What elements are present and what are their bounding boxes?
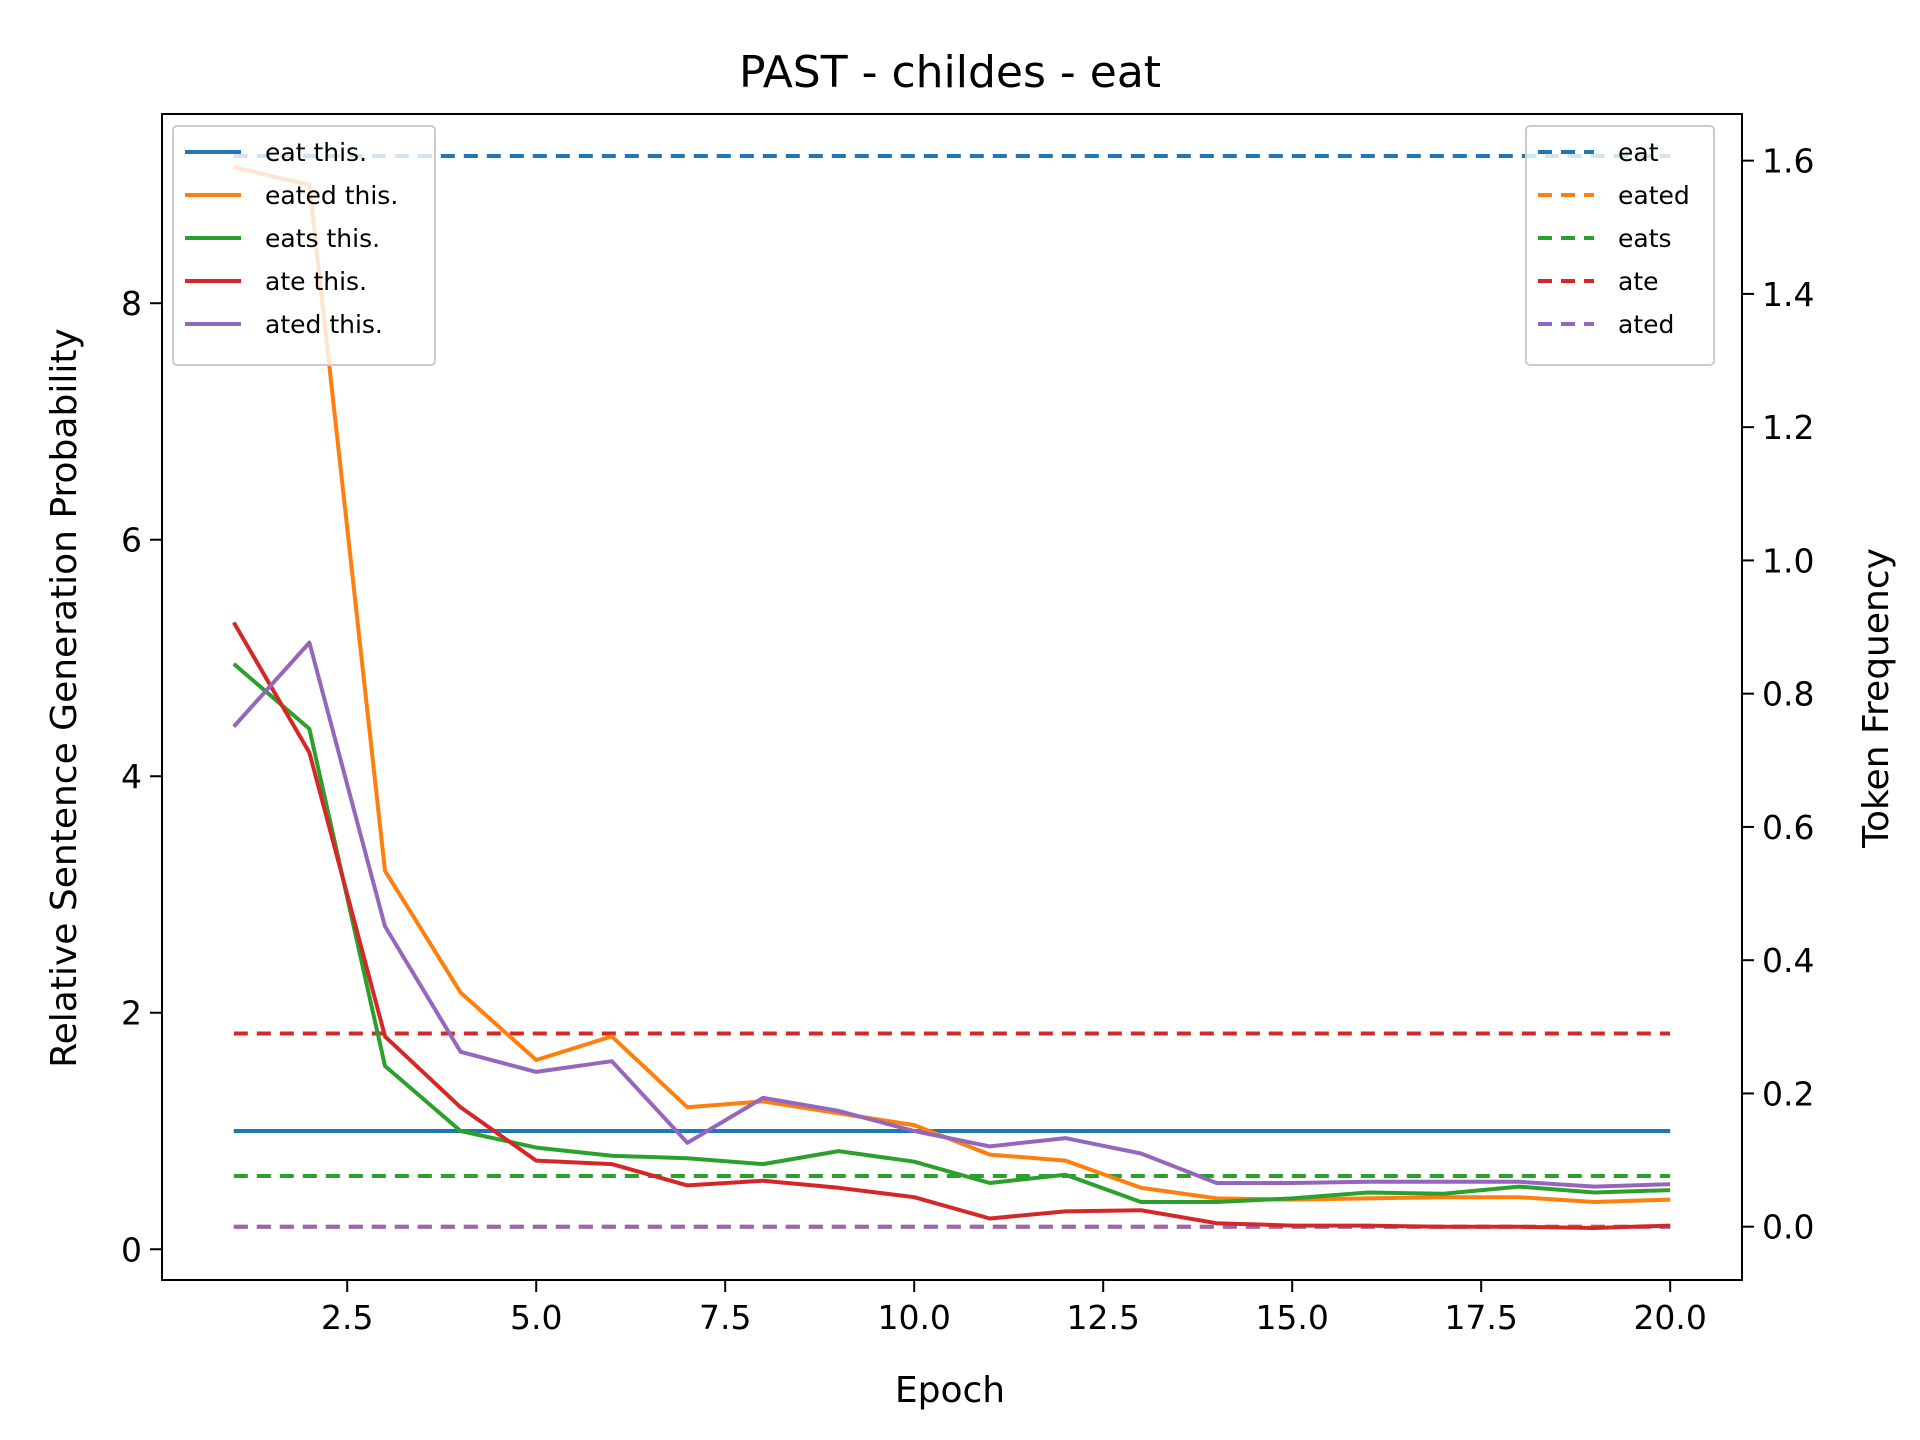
legend-label-eat: eat — [1618, 138, 1659, 167]
y2-tick-label: 1.6 — [1762, 142, 1814, 181]
legend-label-eats-this: eats this. — [265, 224, 380, 253]
x-axis-ticks: 2.5 5.0 7.5 10.0 12.5 15.0 17.5 20.0 — [321, 1280, 1707, 1337]
legend-box — [1525, 125, 1715, 366]
y-tick-label: 4 — [121, 757, 142, 796]
y2-tick-label: 1.4 — [1762, 275, 1814, 314]
y2-tick-label: 1.2 — [1762, 408, 1814, 447]
legend-label-eat-this: eat this. — [265, 138, 367, 167]
y-tick-label: 0 — [121, 1230, 142, 1269]
plot-lines — [232, 153, 1671, 1230]
x-tick-label: 7.5 — [699, 1298, 751, 1337]
x-tick-label: 2.5 — [321, 1298, 373, 1337]
x-tick-label: 12.5 — [1066, 1298, 1139, 1337]
x-tick-label: 15.0 — [1255, 1298, 1328, 1337]
legend-label-eated-this: eated this. — [265, 181, 398, 210]
y2-tick-label: 0.6 — [1762, 808, 1814, 847]
legend-sentences: eat this. eated this. eats this. ate this. a… — [172, 125, 436, 366]
legend-label-ate: ate — [1618, 267, 1659, 296]
y2-tick-label: 0.0 — [1762, 1208, 1814, 1247]
y2-axis-label: Token Frequency — [1856, 548, 1897, 849]
y-axis-label: Relative Sentence Generation Probability — [44, 328, 85, 1067]
x-axis-label: Epoch — [895, 1370, 1005, 1411]
y2-tick-label: 0.2 — [1762, 1074, 1814, 1113]
y2-tick-label: 0.4 — [1762, 941, 1814, 980]
y2-tick-label: 1.0 — [1762, 541, 1814, 580]
y-tick-label: 6 — [121, 521, 142, 560]
legend-box — [172, 125, 436, 366]
x-tick-label: 17.5 — [1444, 1298, 1517, 1337]
y-tick-label: 2 — [121, 994, 142, 1033]
plot-frame — [161, 113, 1743, 1281]
legend-label-eats: eats — [1618, 224, 1672, 253]
series-line-ated-this — [232, 640, 1671, 1189]
legend-label-ated: ated — [1618, 310, 1674, 339]
x-tick-label: 20.0 — [1633, 1298, 1706, 1337]
legend-label-eated: eated — [1618, 181, 1690, 210]
legend-label-ate-this: ate this. — [265, 267, 367, 296]
y-axis-ticks: 0 2 4 6 8 — [121, 284, 162, 1269]
legend-token-frequency: eat eated eats ate ated — [1525, 125, 1715, 366]
y2-axis-ticks: 0.0 0.2 0.4 0.6 0.8 1.0 1.2 1.4 1.6 — [1742, 142, 1814, 1247]
x-tick-label: 10.0 — [877, 1298, 950, 1337]
y-tick-label: 8 — [121, 284, 142, 323]
y2-tick-label: 0.8 — [1762, 675, 1814, 714]
series-line-ate-this — [232, 621, 1671, 1230]
x-tick-label: 5.0 — [510, 1298, 562, 1337]
series-line-eats-this — [232, 662, 1671, 1204]
chart-title: PAST - childes - eat — [739, 47, 1161, 98]
legend-label-ated-this: ated this. — [265, 310, 383, 339]
series-line-eated-this — [233, 165, 1671, 1204]
